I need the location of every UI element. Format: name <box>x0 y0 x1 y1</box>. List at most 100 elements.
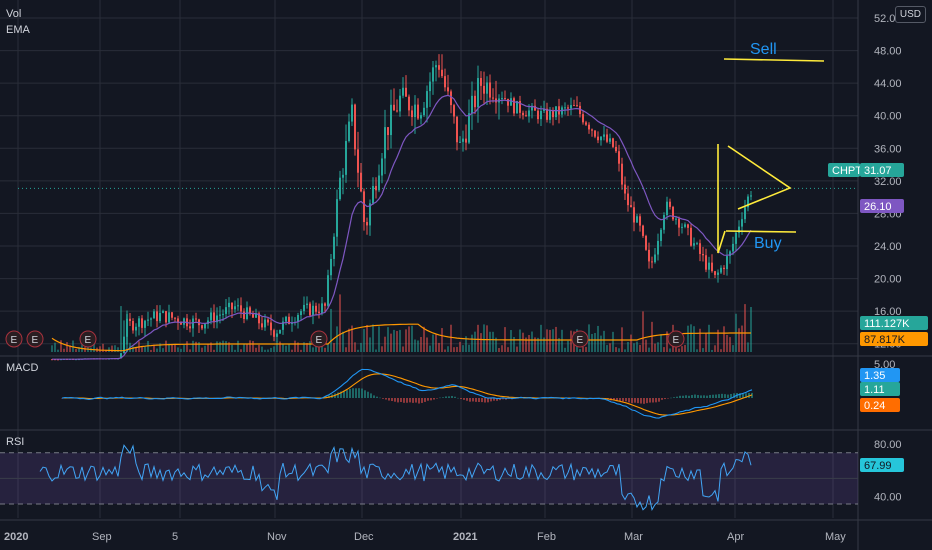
volume-bar <box>543 337 545 352</box>
volume-bar <box>315 342 317 352</box>
macd-histogram-bar <box>421 398 423 403</box>
volume-bar <box>498 348 500 352</box>
macd-histogram-bar <box>688 395 690 398</box>
macd-histogram-bar <box>484 398 486 403</box>
candle-body <box>138 318 140 327</box>
volume-bar <box>486 325 488 352</box>
volume-bar <box>696 349 698 352</box>
rsi-tick-label: 40.00 <box>874 491 902 503</box>
candle-body <box>537 110 539 120</box>
candle-body <box>621 163 623 185</box>
price-tick-label: 32.00 <box>874 176 902 188</box>
time-tick-label: Nov <box>267 531 287 543</box>
vol-indicator-label[interactable]: Vol <box>6 8 22 20</box>
candle-body <box>363 191 365 223</box>
volume-bar <box>420 336 422 352</box>
macd-histogram-bar <box>466 398 468 401</box>
macd-histogram-bar <box>412 398 414 403</box>
macd-histogram-bar <box>619 398 621 401</box>
volume-bar <box>309 341 311 352</box>
macd-histogram-bar <box>742 393 744 398</box>
volume-bar <box>444 349 446 352</box>
macd-histogram-bar <box>724 394 726 398</box>
currency-badge[interactable]: USD <box>894 6 926 23</box>
candle-body <box>552 110 554 118</box>
candle-body <box>714 271 716 275</box>
macd-histogram-bar <box>739 393 741 398</box>
volume-bar <box>726 334 728 352</box>
candle-body <box>630 205 632 208</box>
macd-histogram-bar <box>385 398 387 400</box>
volume-bar <box>171 343 173 352</box>
candle-body <box>606 134 608 142</box>
volume-bar <box>612 331 614 352</box>
candle-body <box>636 216 638 223</box>
price-badge-bg <box>860 163 904 177</box>
volume-bar <box>69 345 71 352</box>
macd-indicator-label[interactable]: MACD <box>6 362 39 374</box>
volume-bar <box>558 338 560 352</box>
macd-histogram-bar <box>388 398 390 401</box>
candle-body <box>129 318 131 322</box>
time-tick-label: Apr <box>727 531 744 543</box>
volume-bar <box>195 341 197 352</box>
macd-histogram-bar <box>364 390 366 398</box>
candle-body <box>534 105 536 111</box>
candle-body <box>639 216 641 226</box>
candle-body <box>399 95 401 112</box>
volume-bar <box>594 332 596 352</box>
volume-bar <box>180 348 182 352</box>
volume-bar <box>129 342 131 352</box>
candle-body <box>180 322 182 325</box>
volume-bar <box>333 342 335 352</box>
volume-bar <box>567 340 569 352</box>
volume-bar <box>273 346 275 352</box>
volume-bar <box>585 346 587 352</box>
volume-bar <box>258 344 260 352</box>
candle-body <box>378 175 380 191</box>
volume-bar <box>93 343 95 352</box>
candle-body <box>408 96 410 111</box>
candle-body <box>663 215 665 230</box>
macd-badge: 1.35 <box>864 370 885 382</box>
volume-bar <box>450 324 452 352</box>
macd-histogram-bar <box>655 398 657 403</box>
volume-bar <box>336 326 338 352</box>
ema-indicator-label[interactable]: EMA <box>6 24 30 36</box>
macd-histogram-bar <box>700 395 702 398</box>
volume-bar <box>126 314 128 352</box>
volume-bar <box>432 334 434 352</box>
candle-body <box>609 138 611 142</box>
macd-histogram-bar <box>649 398 651 403</box>
macd-histogram-bar <box>439 397 441 399</box>
candle-body <box>588 124 590 130</box>
macd-histogram-bar <box>358 388 360 398</box>
candle-body <box>159 312 161 322</box>
candle-body <box>120 353 122 359</box>
macd-histogram-bar <box>625 398 627 402</box>
macd-histogram-bar <box>685 395 687 398</box>
macd-histogram-bar <box>382 398 384 399</box>
candle-body <box>492 97 494 99</box>
volume-bar <box>135 347 137 352</box>
volume-bar <box>660 334 662 352</box>
candle-body <box>195 318 197 320</box>
macd-histogram-bar <box>658 398 660 402</box>
candle-body <box>456 116 458 143</box>
volume-bar <box>426 337 428 352</box>
candle-body <box>690 227 692 246</box>
macd-histogram-bar <box>373 395 375 398</box>
rsi-indicator-label[interactable]: RSI <box>6 436 25 448</box>
volume-bar <box>228 342 230 352</box>
macd-histogram-bar <box>391 398 393 402</box>
volume-bar <box>462 345 464 352</box>
volume-badge-bg <box>860 316 928 330</box>
price-tick-label: 16.00 <box>874 306 902 318</box>
volume-bar <box>618 348 620 352</box>
volume-bar <box>690 324 692 352</box>
candle-body <box>462 138 464 142</box>
candle-body <box>141 318 143 328</box>
macd-histogram-bar <box>472 398 474 402</box>
candle-body <box>711 262 713 272</box>
